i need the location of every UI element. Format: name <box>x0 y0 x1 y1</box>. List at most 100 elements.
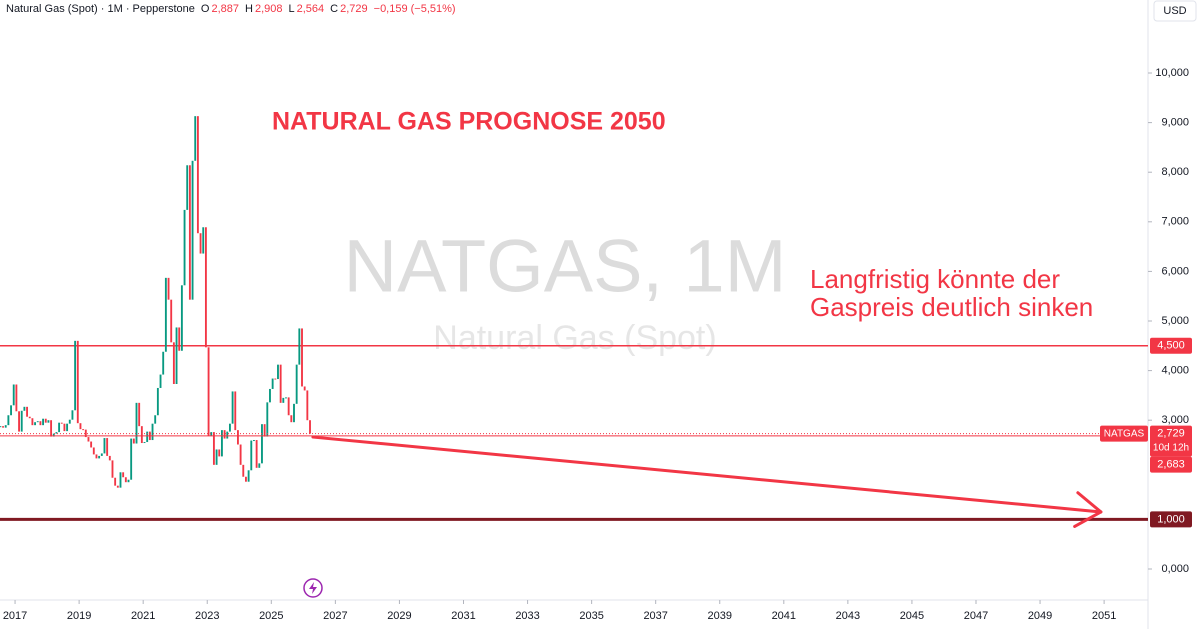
candle <box>287 397 290 416</box>
candle <box>245 476 247 482</box>
symbol-tag-label: NATGAS <box>1104 428 1145 439</box>
candle <box>172 342 175 384</box>
event-icon-bolt <box>309 582 317 594</box>
candle <box>138 402 141 427</box>
arrow-head <box>1073 491 1103 528</box>
currency[interactable]: USD <box>1163 5 1186 17</box>
x-tick-label: 2019 <box>67 610 91 622</box>
x-tick-label: 2049 <box>1028 610 1052 622</box>
candle <box>269 388 271 403</box>
candle <box>204 227 207 348</box>
x-tick-label: 2017 <box>3 610 27 622</box>
candle <box>237 430 239 445</box>
candle <box>4 425 7 428</box>
candle <box>266 402 269 437</box>
candle <box>162 351 165 375</box>
candle <box>183 209 186 286</box>
candle <box>76 340 79 424</box>
candle <box>143 442 146 444</box>
candle <box>100 453 103 456</box>
candle <box>103 438 106 454</box>
currency-box[interactable] <box>1153 0 1197 22</box>
candle <box>239 444 242 465</box>
candle <box>301 328 303 387</box>
candle <box>202 227 205 254</box>
candle <box>50 420 53 437</box>
x-tick-label: 2043 <box>836 610 860 622</box>
candle <box>146 431 149 443</box>
candle <box>74 340 77 411</box>
candle <box>164 277 167 352</box>
x-tick-label: 2047 <box>964 610 988 622</box>
candle <box>127 479 130 483</box>
candle <box>247 470 250 482</box>
candle <box>71 410 74 420</box>
candle <box>167 277 170 300</box>
candle <box>124 477 127 483</box>
y-tick-label: 3,000 <box>1161 414 1189 426</box>
candle <box>231 391 234 424</box>
candle <box>95 454 98 459</box>
candle <box>39 421 42 426</box>
ohlc-value: 2,908 <box>255 3 283 15</box>
candle <box>90 441 93 448</box>
candle <box>15 384 18 412</box>
candle <box>31 418 34 426</box>
candle <box>196 116 199 234</box>
forecast-arrow <box>311 435 1103 514</box>
candle <box>191 160 194 300</box>
candle <box>108 455 111 461</box>
candle <box>87 437 90 442</box>
y-tick-label: 5,000 <box>1161 315 1189 327</box>
y-tick-label: 9,000 <box>1161 117 1189 129</box>
ohlc-value: 2,564 <box>297 3 325 15</box>
candle <box>151 423 154 441</box>
candle <box>282 397 285 403</box>
candle <box>220 430 223 457</box>
y-tick-label: 10,000 <box>1155 67 1189 79</box>
ohlc-key: C <box>330 3 338 15</box>
ohlc-value: 2,729 <box>340 3 368 15</box>
candle <box>116 485 119 488</box>
candle <box>271 378 274 389</box>
candle <box>132 438 135 444</box>
candle <box>12 384 15 406</box>
x-tick-label: 2029 <box>387 610 411 622</box>
y-tick-label: 8,000 <box>1161 166 1189 178</box>
x-tick-label: 2037 <box>643 610 667 622</box>
x-tick-label: 2051 <box>1092 610 1116 622</box>
candle <box>156 387 159 416</box>
price-tag-label: 1,000 <box>1157 513 1185 525</box>
candle <box>186 165 189 210</box>
candle <box>44 418 47 423</box>
x-tick-label: 2023 <box>195 610 219 622</box>
candle <box>55 432 58 434</box>
x-tick-label: 2045 <box>900 610 924 622</box>
candle <box>261 424 263 464</box>
x-tick-label: 2025 <box>259 610 283 622</box>
candle <box>175 327 178 384</box>
candle <box>274 378 277 380</box>
candle <box>114 477 117 486</box>
candle <box>194 116 197 161</box>
candle <box>63 423 66 432</box>
candle <box>66 423 69 432</box>
candle <box>52 433 55 437</box>
candle <box>290 415 293 423</box>
candle <box>140 426 143 444</box>
candle <box>20 410 23 432</box>
candle <box>68 419 71 424</box>
candle <box>226 431 229 439</box>
candle <box>47 420 50 423</box>
candle <box>34 422 37 426</box>
candle <box>10 405 12 416</box>
price-tag-label: 2,729 <box>1157 428 1185 440</box>
candle <box>228 423 231 432</box>
x-tick-label: 2033 <box>515 610 539 622</box>
candle <box>26 406 29 417</box>
candle <box>130 438 133 480</box>
y-tick-label: 7,000 <box>1161 216 1189 228</box>
watermark: NATGAS, 1M <box>344 225 787 308</box>
candle <box>295 364 298 404</box>
